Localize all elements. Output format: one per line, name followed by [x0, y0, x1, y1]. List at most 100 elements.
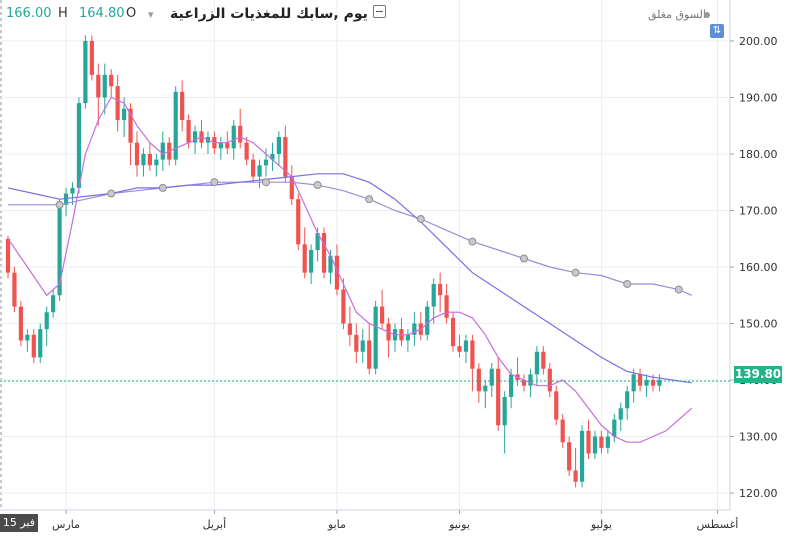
candle-body — [218, 142, 223, 149]
last-price-tag: 139.80 — [734, 366, 782, 383]
candle-body — [147, 153, 152, 166]
candle-body — [109, 74, 114, 87]
candle-body — [476, 368, 481, 392]
y-tick-label: 160.00 — [739, 261, 778, 274]
x-tick-label: مايو — [327, 518, 346, 531]
candle-body — [31, 334, 36, 358]
candle-body — [631, 374, 636, 392]
candle-body — [186, 120, 191, 143]
candle-body — [496, 368, 501, 426]
ma-marker — [416, 214, 425, 223]
candle-body — [160, 142, 165, 160]
market-status-dot — [704, 12, 710, 18]
candle-body — [141, 153, 146, 166]
ma-marker — [468, 237, 477, 246]
candle-body — [380, 306, 385, 324]
candle-body — [502, 396, 507, 426]
candle-body — [573, 470, 578, 482]
candle-body — [347, 323, 352, 335]
x-tick-label: أبريل — [203, 517, 227, 531]
candle-body — [5, 238, 11, 273]
candle-body — [328, 255, 333, 273]
candle-body — [244, 142, 249, 160]
high-value: 166.00 — [6, 6, 52, 21]
candle-body — [618, 408, 623, 420]
candle-body — [599, 436, 604, 448]
sort-arrows-icon[interactable]: ⇅ — [710, 24, 724, 38]
candle-body — [283, 137, 288, 177]
candle-body — [489, 368, 494, 386]
candle-body — [405, 334, 410, 341]
candle-body — [605, 436, 610, 448]
candle-body — [25, 334, 30, 341]
y-tick-label: 190.00 — [739, 91, 778, 104]
high-label: H — [58, 6, 68, 21]
candle-body — [373, 306, 378, 369]
candle-body — [534, 351, 539, 375]
candle-body — [334, 255, 340, 290]
candle-body — [579, 430, 585, 482]
candle-body — [547, 368, 552, 392]
candle-body — [341, 289, 346, 324]
candle-body — [321, 233, 327, 273]
candle-body — [192, 131, 198, 143]
candle-body — [521, 380, 527, 386]
candle-body — [128, 108, 133, 143]
candle-body — [257, 165, 262, 177]
candle-body — [302, 244, 307, 273]
candle-body — [154, 159, 159, 166]
candle-body — [180, 91, 185, 121]
candle-body — [644, 380, 649, 386]
candle-body — [276, 137, 281, 154]
candle-body — [509, 374, 514, 397]
candle-body — [57, 204, 62, 296]
ma-mid-line — [7, 173, 692, 384]
y-tick-label: 180.00 — [739, 148, 778, 161]
candle-body — [115, 86, 120, 121]
candle-body — [296, 199, 301, 245]
candle-body — [173, 91, 178, 160]
ma-marker — [210, 178, 219, 187]
candle-body — [134, 142, 140, 166]
candle-body — [560, 419, 565, 443]
candle-body — [122, 108, 127, 121]
y-axis: 200.00190.00180.00170.00160.00150.00140.… — [730, 35, 778, 500]
candle-body — [586, 430, 591, 454]
minus-square-icon[interactable] — [373, 5, 386, 18]
candle-body — [438, 283, 443, 296]
ma-marker — [571, 268, 580, 277]
candle-body — [554, 391, 559, 420]
candle-body — [102, 74, 107, 98]
candle-body — [225, 142, 230, 149]
ma-marker — [623, 279, 632, 288]
candle-body — [51, 295, 56, 313]
candle-body — [251, 159, 256, 177]
candle-body — [289, 176, 294, 200]
chart-title: يوم ,سابك للمغذيات الزراعية — [170, 6, 368, 22]
candles — [5, 35, 662, 488]
candle-body — [315, 233, 320, 251]
candle-body — [354, 334, 359, 352]
open-value: 164.80 — [79, 6, 125, 21]
candle-body — [38, 329, 43, 358]
candle-body — [83, 40, 88, 104]
ma-marker — [674, 285, 683, 294]
y-tick-label: 130.00 — [739, 431, 778, 444]
candle-body — [650, 380, 656, 386]
caret-down-icon[interactable]: ▾ — [148, 8, 154, 21]
ma-long-line — [8, 181, 692, 296]
y-tick-label: 120.00 — [739, 487, 778, 500]
candle-body — [270, 153, 275, 160]
candle-body — [463, 340, 469, 352]
candle-body — [541, 351, 546, 369]
ma-marker — [365, 195, 374, 204]
candle-body — [638, 374, 643, 386]
x-axis: مارس أبريل مايو يونيو يوليو أغسطس — [52, 510, 738, 531]
candle-body — [238, 125, 243, 143]
ma-marker — [55, 200, 64, 209]
x-tick-label: يوليو — [590, 518, 612, 531]
candle-body — [444, 295, 449, 318]
candle-body — [528, 374, 533, 386]
x-tick-label: أغسطس — [697, 517, 739, 531]
